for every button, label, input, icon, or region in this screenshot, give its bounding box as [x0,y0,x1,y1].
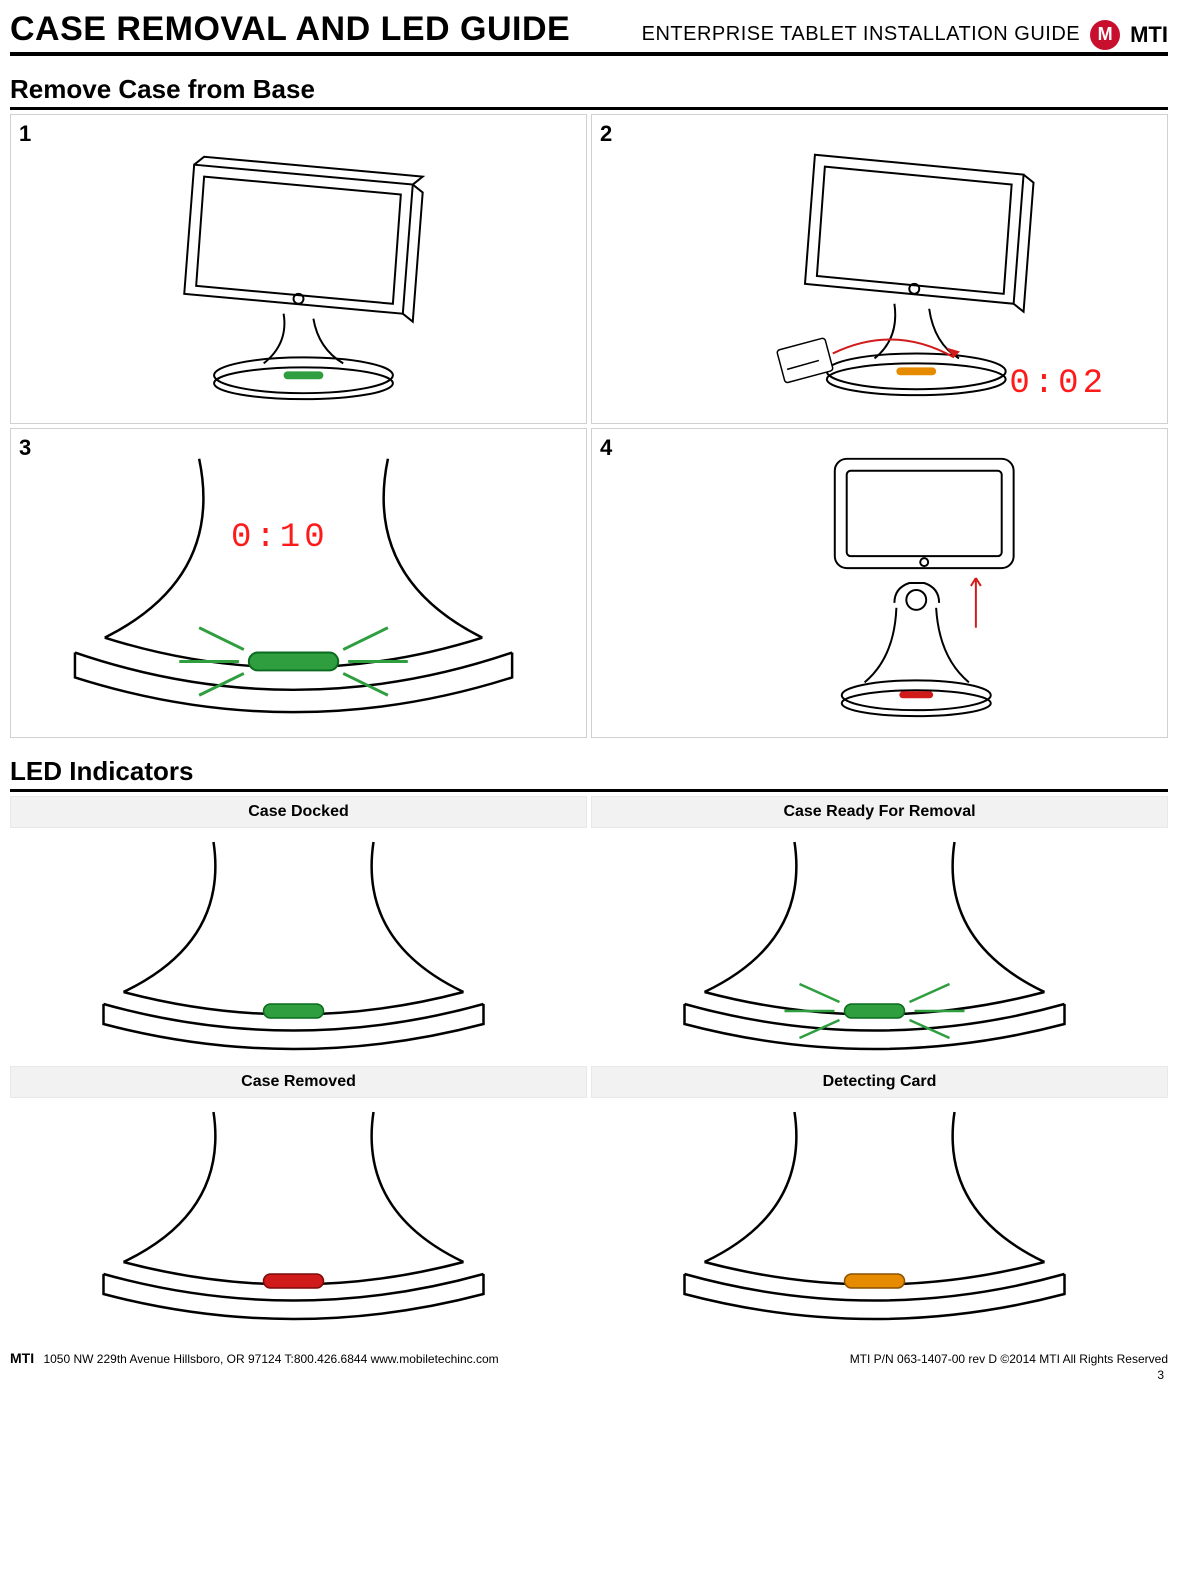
footer-left: MTI 1050 NW 229th Avenue Hillsboro, OR 9… [10,1350,499,1366]
page-header: CASE REMOVAL AND LED GUIDE ENTERPRISE TA… [10,10,1168,56]
lift-arrow-icon [971,578,981,628]
led-indicator [264,1274,324,1288]
led-indicator [284,371,324,379]
step-2: 2 [591,114,1168,424]
logo-text: MTI [1130,22,1168,48]
remove-steps-grid: 1 [10,114,1168,738]
led-indicator-grid: Case Docked Case Ready For Removal [10,796,1168,1332]
section-remove-title: Remove Case from Base [10,74,1168,110]
footer-address: 1050 NW 229th Avenue Hillsboro, OR 97124… [43,1352,498,1366]
step-number: 4 [600,435,612,461]
tablet-lift-illustration [592,429,1167,737]
section-led-title: LED Indicators [10,756,1168,792]
led-indicator [899,691,933,698]
led-state-label: Case Removed [10,1066,587,1098]
led-indicator [264,1004,324,1018]
step-number: 3 [19,435,31,461]
timer-readout: 0:02 [1009,365,1107,403]
led-state-label: Case Docked [10,796,587,828]
page-number: 3 [10,1368,1168,1382]
timer-readout: 0:10 [231,519,329,557]
step-1: 1 [10,114,587,424]
step-4: 4 [591,428,1168,738]
page-title: CASE REMOVAL AND LED GUIDE [10,10,570,49]
led-ready-illustration [591,832,1168,1062]
led-docked-illustration [10,832,587,1062]
key-card-icon [777,337,834,382]
led-indicator [845,1004,905,1018]
page-footer: MTI 1050 NW 229th Avenue Hillsboro, OR 9… [10,1346,1168,1368]
led-indicator [896,367,936,375]
led-state-label: Detecting Card [591,1066,1168,1098]
step-number: 1 [19,121,31,147]
logo-icon: M [1090,20,1120,50]
step-3: 3 0:1 [10,428,587,738]
tablet-on-base-illustration [11,115,586,423]
header-right: ENTERPRISE TABLET INSTALLATION GUIDE M M… [642,20,1168,50]
led-state-label: Case Ready For Removal [591,796,1168,828]
footer-company: MTI [10,1350,34,1366]
led-indicator [845,1274,905,1288]
led-indicator [249,652,338,670]
led-removed-illustration [10,1102,587,1332]
step-number: 2 [600,121,612,147]
led-detecting-illustration [591,1102,1168,1332]
base-closeup-flash-illustration [11,429,586,737]
footer-right: MTI P/N 063-1407-00 rev D ©2014 MTI All … [850,1352,1168,1366]
page-subtitle: ENTERPRISE TABLET INSTALLATION GUIDE [642,23,1080,46]
